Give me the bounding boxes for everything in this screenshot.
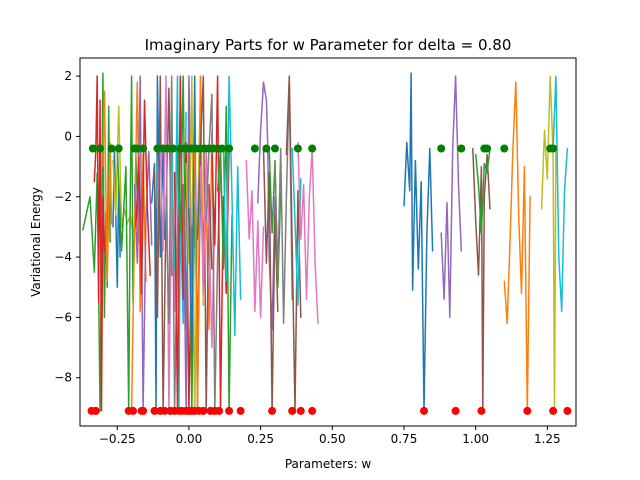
green-marker-11 <box>169 144 178 153</box>
red-marker-30 <box>451 406 460 415</box>
green-marker-28 <box>308 144 317 153</box>
series-line-33 <box>291 147 302 307</box>
y-tick-label-3: −2 <box>54 190 72 204</box>
green-marker-30 <box>457 144 466 153</box>
series-line-35 <box>403 72 434 412</box>
series-line-26 <box>222 75 242 337</box>
x-axis-label: Parameters: w <box>285 457 372 471</box>
red-marker-24 <box>236 406 245 415</box>
green-marker-1 <box>88 144 97 153</box>
green-marker-7 <box>139 144 148 153</box>
green-marker-8 <box>153 144 162 153</box>
x-tick-label-1: −0.25 <box>99 432 136 446</box>
series-line-9 <box>135 99 151 295</box>
green-marker-27 <box>293 144 302 153</box>
series-line-37 <box>472 147 491 412</box>
green-marker-3 <box>107 144 116 153</box>
green-marker-23 <box>225 144 234 153</box>
red-marker-6 <box>139 406 148 415</box>
red-marker-33 <box>549 406 558 415</box>
series-line-27 <box>245 159 265 319</box>
x-tick-label-7: 1.25 <box>534 432 561 446</box>
series-line-34 <box>297 141 319 325</box>
green-marker-26 <box>271 144 279 153</box>
plot-area-frame <box>79 57 577 427</box>
green-marker-22 <box>217 144 226 153</box>
red-marker-23 <box>225 406 234 415</box>
red-marker-29 <box>420 406 428 415</box>
green-marker-25 <box>262 144 271 153</box>
red-marker-25 <box>268 406 277 415</box>
series-line-23 <box>205 93 222 412</box>
green-marker-2 <box>96 144 105 153</box>
marker-layer <box>87 144 572 415</box>
series-line-29 <box>262 147 279 412</box>
y-tick-label-2: 0 <box>64 129 72 143</box>
red-marker-26 <box>288 406 297 415</box>
series-line-41 <box>552 75 569 313</box>
red-marker-22 <box>215 406 224 415</box>
red-marker-31 <box>477 406 486 415</box>
x-tick-label-6: 1.00 <box>462 432 489 446</box>
x-tick-label-5: 0.75 <box>391 432 418 446</box>
series-line-36 <box>440 75 463 319</box>
red-marker-2 <box>91 406 100 415</box>
series-line-2 <box>93 75 106 412</box>
x-tick-label-2: 0.00 <box>176 432 203 446</box>
x-tick-label-4: 0.50 <box>319 432 346 446</box>
green-marker-32 <box>483 144 492 153</box>
red-marker-4 <box>129 406 137 415</box>
green-marker-33 <box>500 144 509 153</box>
series-line-38 <box>474 147 491 234</box>
x-tick-label-3: 0.25 <box>247 432 274 446</box>
green-marker-6 <box>133 144 142 153</box>
x-axis: −0.25 0.00 0.25 0.50 0.75 1.00 1.25 <box>99 426 561 446</box>
y-tick-label-1: 2 <box>64 69 72 83</box>
series-line-3 <box>102 90 113 282</box>
y-axis: 2 0 −2 −4 −6 −8 <box>54 69 80 385</box>
red-marker-34 <box>563 406 572 415</box>
green-marker-35 <box>549 144 558 153</box>
green-marker-10 <box>163 144 172 153</box>
y-tick-label-6: −8 <box>54 371 72 385</box>
green-marker-24 <box>250 144 259 153</box>
chart-title: Imaginary Parts for w Parameter for delt… <box>145 36 512 54</box>
y-tick-label-5: −6 <box>54 310 72 324</box>
red-marker-27 <box>296 406 305 415</box>
red-marker-32 <box>523 406 532 415</box>
red-marker-28 <box>308 406 317 415</box>
red-marker-7 <box>150 406 159 415</box>
red-marker-9 <box>160 406 169 415</box>
series-line-32 <box>285 75 302 412</box>
y-axis-label: Variational Energy <box>29 187 43 297</box>
red-marker-19 <box>199 406 208 415</box>
green-marker-4 <box>114 144 123 153</box>
y-tick-label-4: −4 <box>54 250 72 264</box>
green-marker-29 <box>437 144 446 153</box>
series-line-39 <box>503 81 531 412</box>
